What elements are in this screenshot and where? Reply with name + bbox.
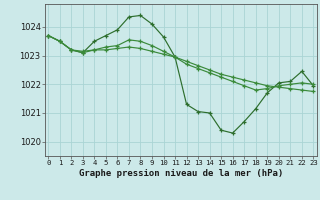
X-axis label: Graphe pression niveau de la mer (hPa): Graphe pression niveau de la mer (hPa) — [79, 169, 283, 178]
